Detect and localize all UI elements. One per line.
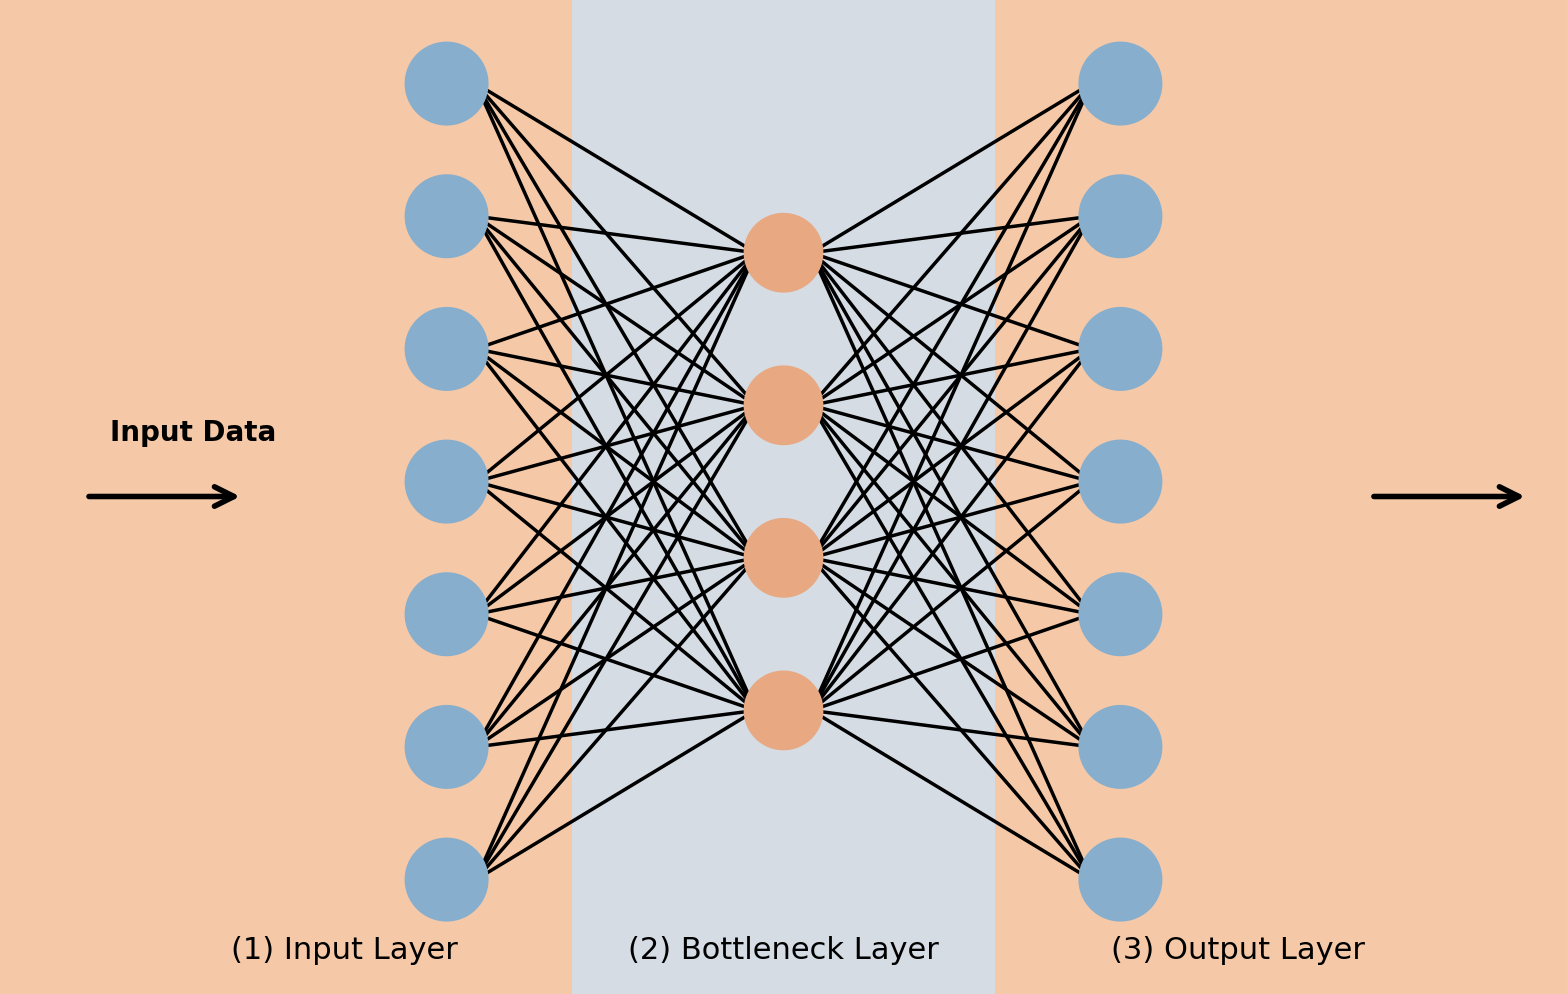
- Ellipse shape: [744, 214, 823, 293]
- Text: Input Data: Input Data: [110, 418, 276, 446]
- Ellipse shape: [404, 440, 489, 524]
- Ellipse shape: [404, 43, 489, 126]
- Ellipse shape: [404, 705, 489, 789]
- Ellipse shape: [1078, 43, 1163, 126]
- Ellipse shape: [1078, 838, 1163, 921]
- Ellipse shape: [1078, 573, 1163, 657]
- Ellipse shape: [744, 366, 823, 445]
- Text: (2) Bottleneck Layer: (2) Bottleneck Layer: [628, 935, 939, 964]
- Ellipse shape: [744, 519, 823, 598]
- Ellipse shape: [1078, 307, 1163, 392]
- Ellipse shape: [1078, 705, 1163, 789]
- Ellipse shape: [404, 573, 489, 657]
- Ellipse shape: [1078, 175, 1163, 259]
- Text: (3) Output Layer: (3) Output Layer: [1111, 935, 1365, 964]
- Ellipse shape: [1078, 440, 1163, 524]
- Ellipse shape: [404, 307, 489, 392]
- Ellipse shape: [404, 175, 489, 259]
- Ellipse shape: [404, 838, 489, 921]
- Ellipse shape: [744, 671, 823, 750]
- Bar: [572, 0, 995, 994]
- Text: (1) Input Layer: (1) Input Layer: [232, 935, 458, 964]
